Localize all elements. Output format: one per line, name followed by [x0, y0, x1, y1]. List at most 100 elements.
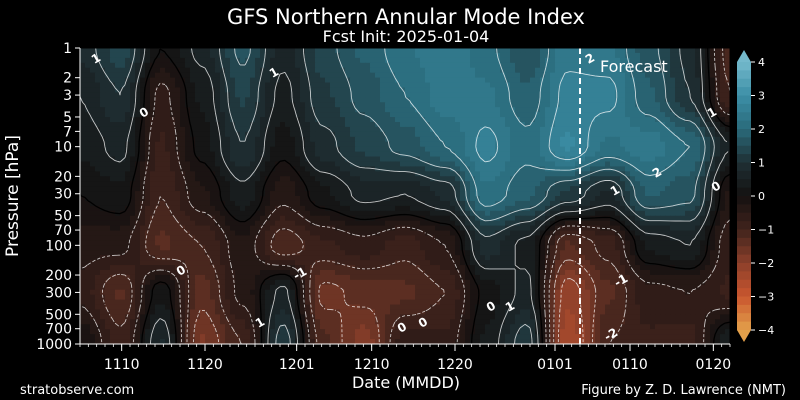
heatmap-cell: [575, 205, 581, 212]
heatmap-cell: [625, 181, 631, 187]
heatmap-cell: [180, 220, 186, 227]
heatmap-cell: [715, 136, 721, 143]
heatmap-cell: [380, 220, 386, 227]
heatmap-cell: [565, 181, 571, 187]
heatmap-cell: [100, 122, 106, 128]
heatmap-cell: [125, 77, 131, 84]
heatmap-cell: [330, 62, 336, 69]
heatmap-cell: [400, 126, 406, 133]
heatmap-cell: [305, 87, 311, 93]
heatmap-cell: [285, 181, 291, 187]
heatmap-cell: [610, 52, 616, 59]
heatmap-cell: [305, 200, 311, 207]
heatmap-cell: [600, 200, 606, 207]
heatmap-cell: [220, 156, 226, 163]
heatmap-cell: [80, 176, 86, 182]
heatmap-cell: [495, 131, 501, 138]
heatmap-cell: [335, 191, 341, 197]
heatmap-cell: [665, 176, 671, 182]
heatmap-cell: [380, 230, 386, 237]
heatmap-cell: [500, 126, 506, 133]
heatmap-cell: [675, 200, 681, 207]
heatmap-cell: [305, 77, 311, 84]
heatmap-cell: [710, 102, 716, 108]
heatmap-cell: [335, 57, 341, 64]
heatmap-cell: [290, 92, 296, 98]
heatmap-cell: [545, 72, 551, 79]
heatmap-cell: [90, 67, 96, 74]
heatmap-cell: [720, 82, 726, 89]
heatmap-cell: [235, 97, 241, 103]
heatmap-cell: [575, 57, 581, 64]
heatmap-cell: [435, 48, 441, 54]
heatmap-cell: [410, 131, 416, 138]
heatmap-cell: [485, 67, 491, 74]
heatmap-cell: [375, 156, 381, 163]
heatmap-cell: [130, 141, 136, 148]
heatmap-cell: [475, 151, 481, 158]
heatmap-cell: [365, 87, 371, 93]
heatmap-cell: [360, 67, 366, 74]
heatmap-cell: [175, 205, 181, 212]
heatmap-cell: [505, 191, 511, 197]
heatmap-cell: [340, 191, 346, 197]
heatmap-cell: [80, 200, 86, 207]
heatmap-cell: [165, 176, 171, 182]
heatmap-cell: [345, 225, 351, 232]
heatmap-cell: [680, 107, 686, 113]
heatmap-cell: [430, 136, 436, 143]
heatmap-cell: [435, 200, 441, 207]
heatmap-cell: [175, 230, 181, 237]
heatmap-cell: [180, 230, 186, 237]
heatmap-cell: [525, 126, 531, 133]
heatmap-cell: [360, 107, 366, 113]
heatmap-cell: [275, 230, 281, 237]
heatmap-cell: [320, 126, 326, 133]
heatmap-cell: [260, 77, 266, 84]
heatmap-cell: [705, 126, 711, 133]
heatmap-cell: [85, 176, 91, 182]
heatmap-cell: [320, 107, 326, 113]
heatmap-cell: [455, 220, 461, 227]
heatmap-cell: [535, 166, 541, 172]
heatmap-cell: [605, 186, 611, 192]
heatmap-cell: [215, 136, 221, 143]
heatmap-cell: [110, 62, 116, 69]
heatmap-cell: [450, 136, 456, 143]
heatmap-cell: [230, 215, 236, 222]
heatmap-cell: [705, 191, 711, 197]
heatmap-cell: [325, 57, 331, 64]
heatmap-cell: [340, 196, 346, 202]
heatmap-cell: [250, 146, 256, 153]
heatmap-cell: [515, 62, 521, 69]
heatmap-cell: [425, 230, 431, 237]
heatmap-cell: [510, 191, 516, 197]
heatmap-cell: [630, 97, 636, 103]
heatmap-cell: [195, 131, 201, 138]
heatmap-cell: [390, 112, 396, 118]
heatmap-cell: [480, 225, 486, 232]
heatmap-cell: [605, 48, 611, 54]
heatmap-cell: [270, 196, 276, 202]
heatmap-cell: [715, 196, 721, 202]
heatmap-cell: [675, 72, 681, 79]
heatmap-cell: [275, 136, 281, 143]
heatmap-cell: [540, 67, 546, 74]
heatmap-cell: [195, 191, 201, 197]
heatmap-cell: [340, 215, 346, 222]
heatmap-cell: [470, 186, 476, 192]
heatmap-cell: [510, 122, 516, 128]
heatmap-cell: [185, 156, 191, 163]
heatmap-cell: [560, 166, 566, 172]
heatmap-cell: [710, 131, 716, 138]
heatmap-cell: [410, 146, 416, 153]
heatmap-cell: [510, 200, 516, 207]
heatmap-cell: [610, 166, 616, 172]
heatmap-cell: [240, 131, 246, 138]
heatmap-cell: [255, 215, 261, 222]
heatmap-cell: [110, 220, 116, 227]
heatmap-cell: [555, 67, 561, 74]
heatmap-cell: [375, 210, 381, 217]
heatmap-cell: [470, 82, 476, 89]
heatmap-cell: [430, 171, 436, 177]
